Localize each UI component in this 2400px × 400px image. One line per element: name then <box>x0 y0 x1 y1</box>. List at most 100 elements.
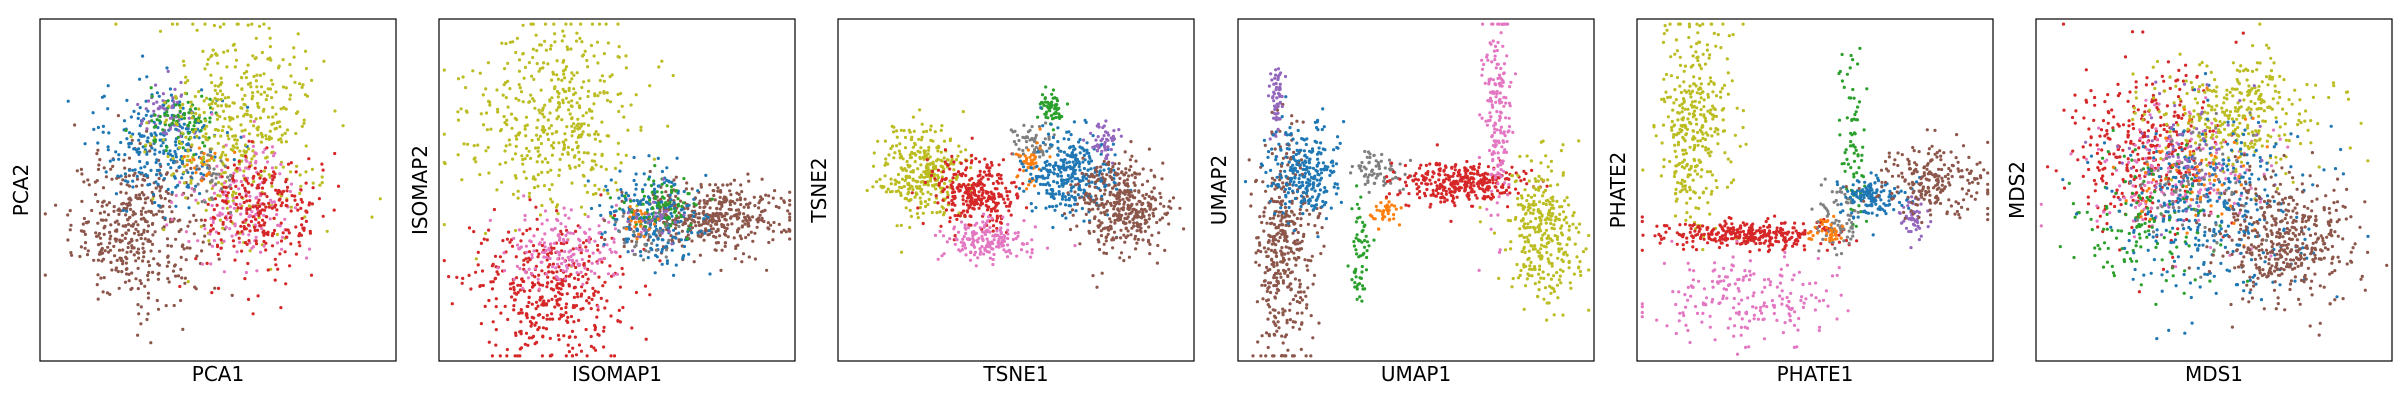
data-point <box>210 112 214 116</box>
data-point <box>945 190 950 194</box>
data-point <box>285 189 289 193</box>
data-point <box>936 168 941 172</box>
data-point <box>588 227 592 231</box>
data-point <box>96 258 100 262</box>
data-point <box>545 313 549 317</box>
data-point <box>612 273 616 277</box>
data-point <box>278 252 282 256</box>
data-point <box>260 186 265 190</box>
data-point <box>193 107 198 111</box>
data-point <box>653 194 657 198</box>
data-point <box>1041 150 1045 154</box>
data-point <box>546 170 550 174</box>
data-point <box>152 109 156 113</box>
data-point <box>540 354 545 358</box>
data-point <box>1026 165 1030 170</box>
data-point <box>494 305 498 309</box>
data-point <box>585 58 589 63</box>
data-point <box>212 191 216 195</box>
data-point <box>686 227 690 231</box>
data-point <box>144 107 148 111</box>
data-point <box>580 257 584 262</box>
data-point <box>281 189 286 193</box>
data-point <box>69 223 73 227</box>
data-point <box>1011 152 1015 156</box>
data-point <box>530 256 534 260</box>
data-point <box>161 138 166 142</box>
data-point <box>489 127 493 131</box>
data-point <box>95 234 99 238</box>
data-point <box>277 138 281 142</box>
data-point <box>562 206 566 210</box>
data-point <box>527 250 532 254</box>
plot-frame <box>438 18 796 362</box>
data-point <box>270 122 274 126</box>
data-point <box>709 224 713 228</box>
data-point <box>1006 236 1010 241</box>
data-point <box>271 231 275 236</box>
data-point <box>724 196 728 200</box>
data-point <box>618 285 623 289</box>
data-point <box>603 237 607 242</box>
data-point <box>948 237 952 241</box>
data-point <box>560 232 564 236</box>
data-point <box>223 216 228 220</box>
data-point <box>538 241 542 245</box>
data-point <box>600 152 604 156</box>
data-point <box>544 303 549 307</box>
data-point <box>152 125 156 129</box>
data-point <box>85 221 89 225</box>
data-point <box>100 259 104 263</box>
data-point <box>570 354 575 358</box>
data-point <box>624 66 629 70</box>
data-point <box>121 262 125 266</box>
data-point <box>561 256 565 260</box>
data-point <box>622 244 626 249</box>
data-point <box>551 317 555 321</box>
data-point <box>1026 148 1030 152</box>
data-point <box>650 190 654 194</box>
data-point <box>203 127 207 131</box>
data-point <box>253 217 258 221</box>
data-point <box>495 88 499 92</box>
data-point <box>505 237 509 241</box>
data-point <box>145 220 149 224</box>
data-point <box>587 254 592 258</box>
data-point <box>508 282 512 286</box>
data-point <box>608 100 613 104</box>
data-point <box>530 74 534 78</box>
data-point <box>715 211 719 215</box>
data-point <box>179 94 183 98</box>
data-point <box>711 188 715 193</box>
data-point <box>267 205 271 209</box>
data-point <box>628 215 632 219</box>
data-point <box>203 162 207 166</box>
data-point <box>264 248 268 252</box>
data-point <box>601 284 605 288</box>
data-point <box>524 313 529 317</box>
data-point <box>83 232 87 236</box>
data-point <box>557 91 561 95</box>
data-point <box>605 299 609 303</box>
data-point <box>140 171 144 175</box>
data-point <box>222 50 226 54</box>
data-point <box>112 209 116 213</box>
data-point <box>242 174 246 178</box>
data-point <box>606 41 611 45</box>
data-point <box>487 99 491 103</box>
data-point <box>179 115 183 119</box>
data-point <box>1052 172 1056 176</box>
data-point <box>569 208 573 212</box>
data-point <box>910 191 914 195</box>
data-point <box>285 198 289 203</box>
data-point <box>127 222 131 226</box>
data-point <box>677 231 681 235</box>
data-point <box>253 223 257 227</box>
data-point <box>178 284 182 289</box>
data-point <box>186 154 190 158</box>
data-point <box>984 221 988 225</box>
data-point <box>670 238 674 242</box>
data-point <box>198 192 202 196</box>
data-point <box>664 202 668 206</box>
data-point <box>702 217 706 221</box>
